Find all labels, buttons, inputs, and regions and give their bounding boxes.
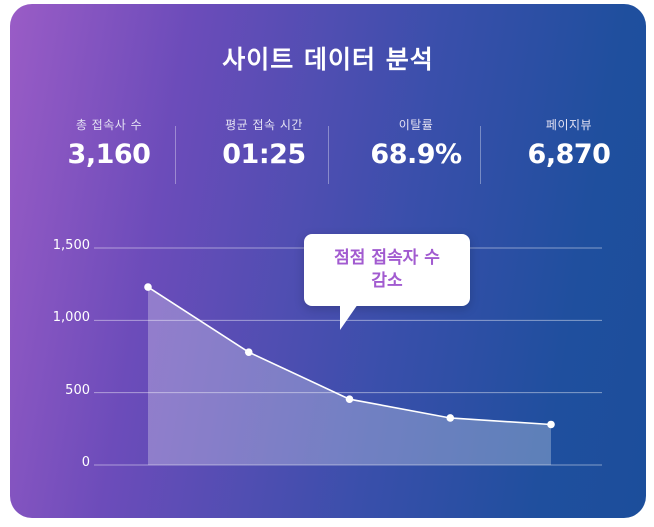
data-point xyxy=(345,395,354,403)
callout-line-2: 감소 xyxy=(371,271,403,291)
callout-line-1: 점점 접속자 수 xyxy=(334,248,440,268)
stat-divider xyxy=(328,126,329,184)
chart-points xyxy=(144,283,555,429)
stats-row: 총 접속사 수 3,160 평균 접속 시간 01:25 이탈률 68.9% 페… xyxy=(10,116,646,188)
annotation-callout: 점점 접속자 수 감소 xyxy=(304,234,470,306)
stat-value: 68.9% xyxy=(370,139,462,170)
stat-value: 6,870 xyxy=(527,139,611,170)
stat-bounce-rate: 이탈률 68.9% xyxy=(340,116,492,170)
stat-value: 01:25 xyxy=(222,139,306,170)
data-point xyxy=(244,348,253,356)
data-point xyxy=(446,414,455,422)
stat-label: 총 접속사 수 xyxy=(75,118,143,132)
stat-label: 평균 접속 시간 xyxy=(225,118,303,132)
stat-label: 페이지뷰 xyxy=(545,118,593,132)
data-point xyxy=(547,420,555,429)
stat-pageviews: 페이지뷰 6,870 xyxy=(493,116,645,170)
analytics-card: 사이트 데이터 분석 총 접속사 수 3,160 평균 접속 시간 01:25 … xyxy=(10,4,646,518)
stat-avg-time: 평균 접속 시간 01:25 xyxy=(188,116,340,170)
card-title: 사이트 데이터 분석 xyxy=(222,45,434,74)
stat-divider xyxy=(175,126,176,184)
y-tick-label: 1,000 xyxy=(52,310,90,326)
data-point xyxy=(144,283,152,291)
y-tick-label: 1,500 xyxy=(52,238,90,253)
y-tick-label: 500 xyxy=(65,382,90,398)
stat-divider xyxy=(480,126,481,184)
y-tick-label: 0 xyxy=(81,455,90,470)
stat-label: 이탈률 xyxy=(398,118,434,132)
stat-value: 3,160 xyxy=(67,139,151,170)
stat-total-visitors: 총 접속사 수 3,160 xyxy=(33,116,185,170)
callout-pointer xyxy=(340,304,358,330)
